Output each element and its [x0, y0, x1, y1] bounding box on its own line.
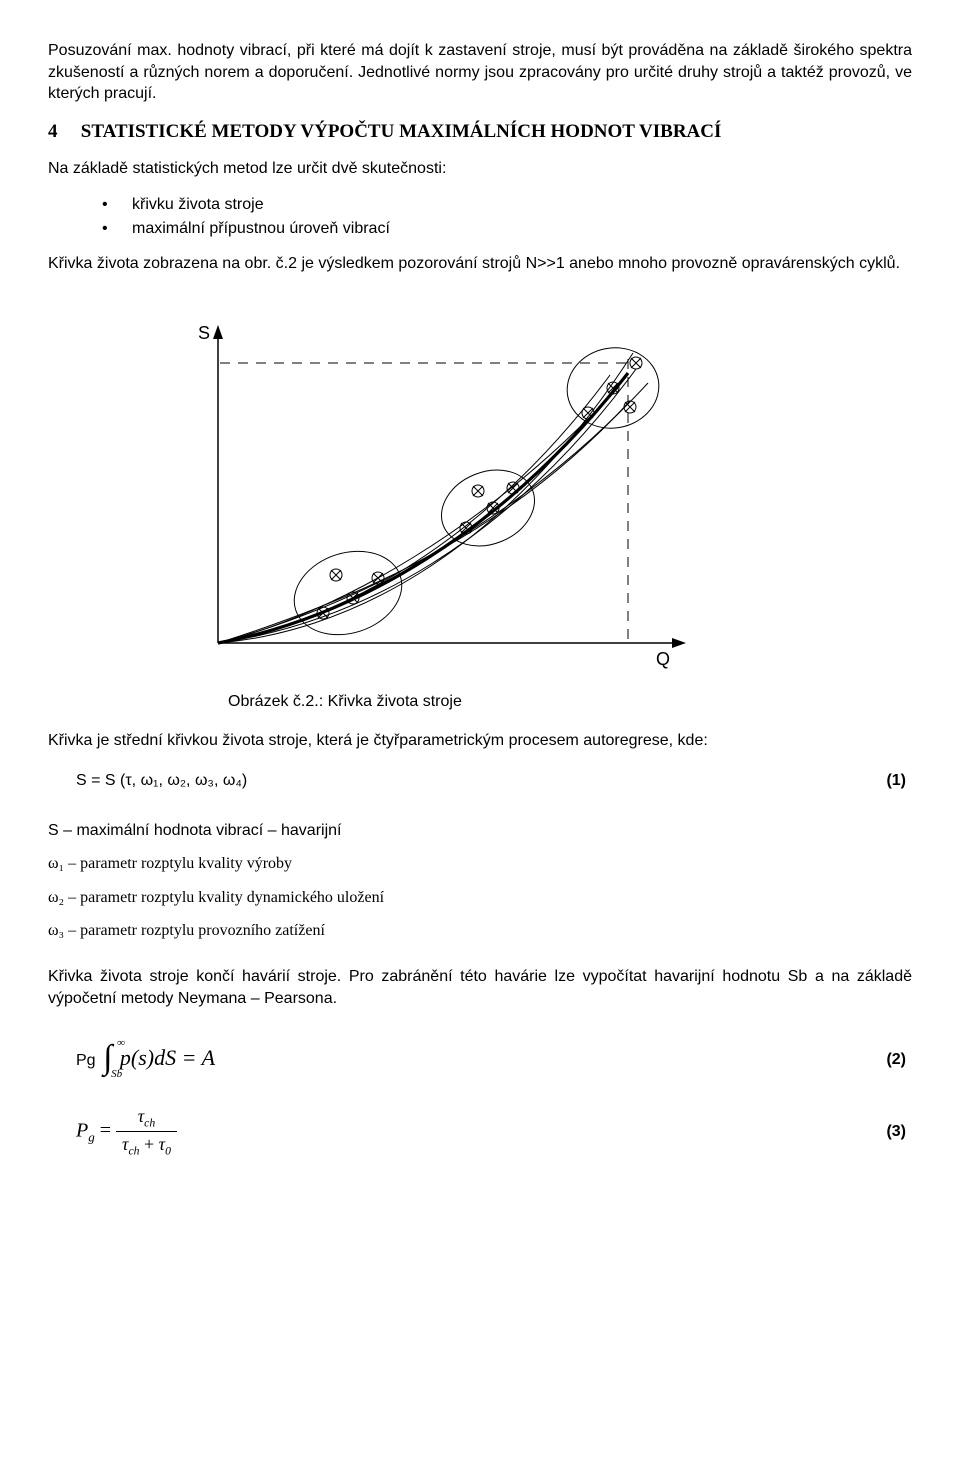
section-heading: 4 STATISTICKÉ METODY VÝPOČTU MAXIMÁLNÍCH…	[48, 119, 912, 145]
equation-1: S = S (τ, ω₁, ω₂, ω₃, ω₄) (1)	[48, 770, 912, 792]
equation-2: Pg ∫ ∞ Sb p(s)dS = A (2)	[48, 1043, 912, 1076]
para-curve-observed: Křivka života zobrazena na obr. č.2 je v…	[48, 253, 912, 275]
eq3-body: Pg = τch τch + τ0	[48, 1104, 177, 1160]
para-failure: Křivka života stroje končí havárií stroj…	[48, 966, 912, 1009]
bullet-list: křivku života stroje maximální přípustno…	[102, 194, 912, 239]
para-basis: Na základě statistických metod lze určit…	[48, 158, 912, 180]
para-mean-curve: Křivka je střední křivkou života stroje,…	[48, 730, 912, 752]
figure-caption: Obrázek č.2.: Křivka života stroje	[228, 691, 912, 713]
eq1-body: S = S (τ, ω₁, ω₂, ω₃, ω₄)	[48, 770, 247, 792]
param-w3: ω₃ – parametr rozptylu provozního zatíže…	[48, 920, 912, 942]
life-curve-diagram: S Q	[158, 303, 718, 683]
eq3-number: (3)	[886, 1121, 912, 1143]
figure-life-curve: S Q	[158, 303, 912, 683]
list-item: křivku života stroje	[102, 194, 912, 216]
param-S: S – maximální hodnota vibrací – havarijn…	[48, 820, 912, 842]
axis-x-label: Q	[656, 649, 670, 669]
section-number: 4	[48, 119, 76, 145]
parameter-list: S – maximální hodnota vibrací – havarijn…	[48, 820, 912, 942]
param-w2: ω₂ – parametr rozptylu kvality dynamické…	[48, 887, 912, 909]
eq1-number: (1)	[886, 770, 912, 792]
eq2-body: Pg ∫ ∞ Sb p(s)dS = A	[48, 1043, 215, 1076]
intro-paragraph: Posuzování max. hodnoty vibrací, při kte…	[48, 40, 912, 105]
equation-3: Pg = τch τch + τ0 (3)	[48, 1104, 912, 1160]
list-item: maximální přípustnou úroveň vibrací	[102, 218, 912, 240]
section-title: STATISTICKÉ METODY VÝPOČTU MAXIMÁLNÍCH H…	[81, 121, 722, 142]
axis-y-label: S	[198, 323, 210, 343]
param-w1: ω₁ – parametr rozptylu kvality výroby	[48, 853, 912, 875]
eq2-number: (2)	[886, 1049, 912, 1071]
